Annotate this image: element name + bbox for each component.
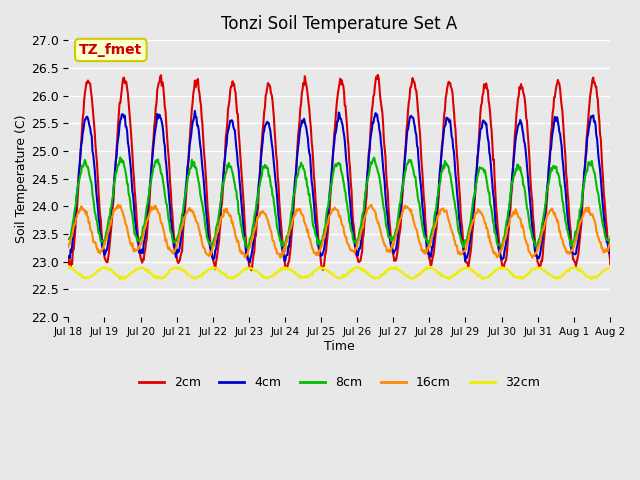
2cm [290,206,298,212]
32cm [587,276,595,282]
16cm [529,255,536,261]
32cm [65,264,72,270]
4cm [246,260,253,265]
X-axis label: Time: Time [324,340,355,353]
8cm [65,236,72,242]
Line: 8cm: 8cm [68,157,640,248]
2cm [374,72,381,78]
4cm [239,220,247,226]
Line: 16cm: 16cm [68,205,640,258]
8cm [418,218,426,224]
2cm [239,184,246,190]
8cm [450,197,458,203]
4cm [451,159,458,165]
Y-axis label: Soil Temperature (C): Soil Temperature (C) [15,114,28,243]
2cm [268,92,276,98]
16cm [114,202,122,208]
4cm [269,145,276,151]
16cm [418,248,426,253]
4cm [65,254,72,260]
16cm [65,244,72,250]
8cm [268,185,276,191]
4cm [132,227,140,232]
16cm [133,247,141,253]
16cm [239,250,247,256]
32cm [268,273,276,279]
32cm [290,270,298,276]
32cm [66,264,74,269]
Legend: 2cm, 4cm, 8cm, 16cm, 32cm: 2cm, 4cm, 8cm, 16cm, 32cm [134,371,545,394]
Text: TZ_fmet: TZ_fmet [79,43,143,57]
32cm [239,268,247,274]
32cm [418,269,426,275]
16cm [290,214,298,220]
4cm [291,186,298,192]
2cm [451,120,458,126]
16cm [450,237,458,242]
16cm [268,231,276,237]
2cm [65,253,72,259]
8cm [290,193,298,199]
8cm [623,154,630,160]
8cm [244,245,252,251]
2cm [419,169,426,175]
2cm [248,267,255,273]
32cm [133,266,141,272]
8cm [132,234,140,240]
32cm [450,272,458,277]
Line: 32cm: 32cm [68,266,640,279]
2cm [132,207,140,213]
Line: 4cm: 4cm [68,111,640,263]
4cm [419,203,426,208]
4cm [191,108,199,114]
Line: 2cm: 2cm [68,75,640,270]
Title: Tonzi Soil Temperature Set A: Tonzi Soil Temperature Set A [221,15,457,33]
8cm [239,229,246,235]
